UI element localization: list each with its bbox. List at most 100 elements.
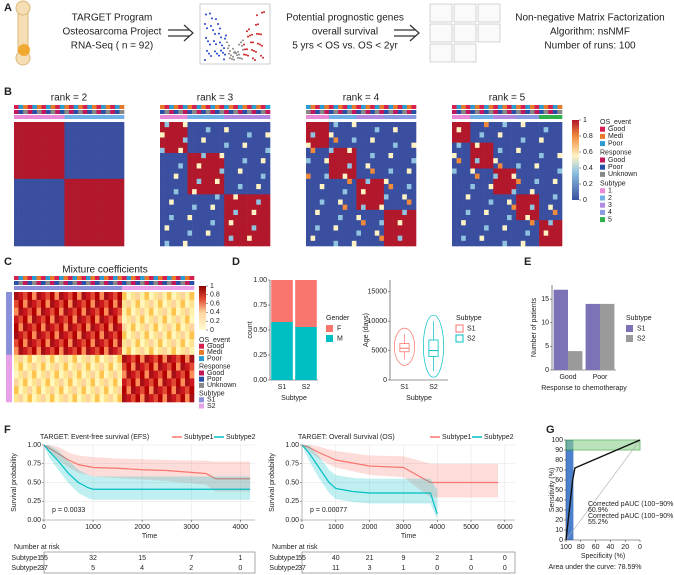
heatmap-cell	[548, 199, 554, 205]
heatmap-cell	[548, 209, 554, 216]
heatmap-cell	[351, 163, 357, 169]
annotation-cell	[68, 276, 73, 280]
annotation-cell	[465, 115, 471, 119]
heatmap-cell	[14, 173, 19, 180]
heatmap-cell	[36, 204, 42, 211]
heatmap-title: rank = 5	[489, 93, 526, 104]
annotation-cell	[169, 110, 175, 114]
heatmap-cell	[210, 142, 216, 149]
heatmap-cell	[338, 194, 343, 200]
heatmap-cell	[201, 168, 207, 174]
heatmap-cell	[82, 168, 88, 174]
heatmap-cell	[342, 199, 348, 205]
heatmap-cell	[351, 235, 357, 242]
heatmap-cell	[105, 173, 111, 180]
heatmap-cell	[539, 184, 544, 190]
heatmap-cell	[135, 299, 141, 309]
heatmap-cell	[101, 132, 106, 138]
heatmap-cell	[32, 137, 38, 143]
heatmap-cell	[50, 189, 56, 195]
heatmap-cell	[397, 158, 403, 164]
heatmap-cell	[379, 163, 385, 169]
heatmap-cell	[23, 132, 29, 138]
heatmap-cell	[233, 173, 239, 180]
heatmap-cell	[167, 299, 172, 309]
heatmap-cell	[333, 163, 339, 169]
heatmap-cell	[59, 122, 65, 128]
heatmap-cell	[370, 240, 376, 247]
heatmap-cell	[534, 235, 540, 242]
heatmap-cell	[180, 307, 186, 316]
heatmap-cell	[73, 132, 79, 138]
heatmap-cell	[502, 178, 508, 185]
heatmap-cell	[187, 199, 193, 205]
heatmap-cell	[315, 127, 321, 133]
annotation-cell	[534, 115, 540, 119]
heatmap-cell	[101, 178, 106, 185]
heatmap-cell	[18, 168, 24, 174]
heatmap-cell	[242, 178, 248, 185]
annotation-cell	[351, 115, 357, 119]
heatmap-cell	[178, 178, 184, 185]
heatmap-cell	[351, 220, 357, 226]
heatmap-cell	[529, 127, 535, 133]
heatmap-cell	[18, 292, 24, 301]
heatmap-cell	[171, 307, 177, 316]
heatmap-cell	[32, 394, 37, 403]
annotation-cell	[41, 110, 47, 114]
heatmap-cell	[347, 194, 353, 200]
heatmap-cell	[23, 331, 28, 340]
heatmap-cell	[319, 209, 325, 216]
heatmap-cell	[158, 339, 163, 348]
heatmap-cell	[365, 153, 371, 159]
heatmap-cell	[306, 240, 311, 247]
heatmap-cell	[108, 362, 114, 371]
heatmap-cell	[351, 178, 357, 185]
heatmap-cell	[101, 147, 106, 154]
annotation-cell	[153, 276, 159, 280]
volcano-dot	[211, 17, 213, 20]
heatmap-cell	[484, 209, 489, 216]
heatmap-cell	[557, 189, 563, 195]
heatmap-cell	[479, 168, 485, 174]
heatmap-cell	[310, 240, 316, 247]
heatmap-cell	[108, 299, 114, 309]
heatmap-cell	[342, 127, 348, 133]
heatmap-cell	[126, 378, 132, 387]
heatmap-cell	[388, 127, 394, 133]
heatmap-cell	[78, 163, 84, 169]
heatmap-cell	[122, 386, 127, 395]
heatmap-cell	[27, 323, 33, 332]
heatmap-cell	[91, 163, 97, 169]
heatmap-cell	[552, 215, 558, 221]
heatmap-cell	[105, 199, 111, 205]
heatmap-cell	[32, 194, 38, 200]
heatmap-cell	[63, 378, 69, 387]
heatmap-cell	[32, 347, 37, 356]
heatmap-cell	[379, 220, 385, 226]
heatmap-cell	[256, 209, 262, 216]
heatmap-cell	[520, 127, 526, 133]
heatmap-cell	[104, 378, 109, 387]
heatmap-cell	[529, 230, 535, 236]
heatmap-cell	[82, 173, 88, 180]
heatmap-cell	[171, 347, 177, 356]
heatmap-cell	[351, 122, 357, 128]
heatmap-cell	[178, 235, 184, 242]
heatmap-cell	[543, 137, 549, 143]
heatmap-cell	[370, 209, 376, 216]
annotation-cell	[18, 105, 24, 109]
heatmap-cell	[488, 122, 494, 128]
heatmap-cell	[99, 378, 105, 387]
volcano-dot	[258, 33, 260, 35]
heatmap-cell	[14, 354, 19, 364]
heatmap-cell	[63, 362, 69, 371]
heatmap-cell	[370, 225, 376, 231]
heatmap-cell	[95, 378, 100, 387]
heatmap-cell	[201, 173, 207, 180]
heatmap-cell	[215, 137, 220, 143]
heatmap-cell	[224, 178, 230, 185]
heatmap-cell	[176, 315, 181, 324]
heatmap-cell	[32, 199, 38, 205]
heatmap-cell	[54, 331, 60, 340]
